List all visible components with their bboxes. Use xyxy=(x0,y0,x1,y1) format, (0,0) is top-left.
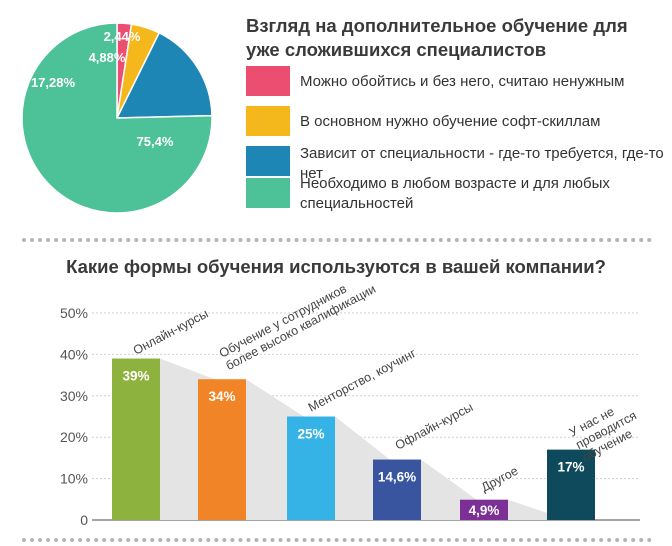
pie-chart: 2,44% 4,88% 17,28% 75,4% xyxy=(21,22,213,214)
bar-shadow xyxy=(160,358,568,520)
bottom-divider xyxy=(22,538,652,542)
pie-slice-label: 17,28% xyxy=(31,75,76,90)
legend-swatch xyxy=(246,146,290,176)
bar xyxy=(373,459,421,520)
legend-label: В основном нужно обучение софт-скиллам xyxy=(300,113,601,130)
pie-slice xyxy=(21,22,213,214)
legend-swatch xyxy=(246,178,290,208)
bar-value-label: 17% xyxy=(557,460,584,475)
legend-swatch xyxy=(246,106,290,136)
bar xyxy=(287,416,335,520)
legend-item-depends: Зависит от специальности - где-то требуе… xyxy=(246,145,666,190)
bar xyxy=(198,379,246,520)
pie-slice xyxy=(115,31,213,119)
legend-label: Необходимо в любом возрасте и для любых … xyxy=(300,175,610,212)
section-divider xyxy=(22,238,652,242)
pie-slice-label: 75,4% xyxy=(137,134,174,149)
pie-chart-title: Взгляд на дополнительное обучение для уж… xyxy=(246,15,628,60)
x-category-label: Обучение у сотрудниковболее высоко квали… xyxy=(217,270,378,374)
x-category-label: Офлайн-курсы xyxy=(393,400,475,453)
pie-slice-label: 4,88% xyxy=(89,50,126,65)
bar-value-label: 39% xyxy=(122,369,149,384)
y-tick-label: 10% xyxy=(60,471,88,487)
bar xyxy=(112,358,160,520)
bar-value-label: 34% xyxy=(208,389,235,404)
pie-slice-label: 2,44% xyxy=(104,29,141,44)
bar xyxy=(460,499,508,520)
legend-label: Можно обойтись и без него, считаю ненужн… xyxy=(300,73,625,90)
legend-label: Зависит от специальности - где-то требуе… xyxy=(300,145,664,182)
x-category-label: Онлайн-курсы xyxy=(131,306,211,357)
bar-value-label: 14,6% xyxy=(378,470,416,485)
legend-item-unnecessary: Можно обойтись и без него, считаю ненужн… xyxy=(246,66,666,100)
bar xyxy=(547,449,595,520)
y-tick-label: 50% xyxy=(60,305,88,321)
bar-chart-title: Какие формы обучения используются в ваше… xyxy=(66,256,606,277)
x-category-label: Менторство, коучинг xyxy=(306,346,419,415)
bar-value-label: 25% xyxy=(297,427,324,442)
y-tick-label: 0 xyxy=(80,512,88,528)
legend-item-soft-skills: В основном нужно обучение софт-скиллам xyxy=(246,106,666,140)
legend-swatch xyxy=(246,66,290,96)
bar-value-label: 4,9% xyxy=(469,503,500,518)
legend-item-necessary: Необходимо в любом возрасте и для любых … xyxy=(246,175,666,222)
y-tick-label: 40% xyxy=(60,346,88,362)
x-category-label: Другое xyxy=(479,464,521,495)
y-tick-label: 30% xyxy=(60,388,88,404)
y-tick-label: 20% xyxy=(60,429,88,445)
